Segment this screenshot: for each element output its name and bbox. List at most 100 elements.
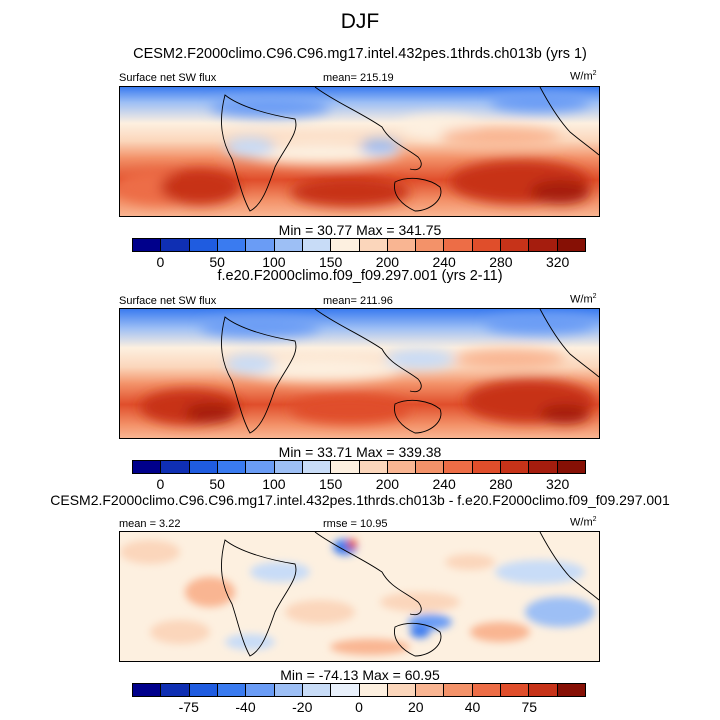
panel-3-colorbar: [132, 683, 586, 697]
colorbar-swatch: [359, 461, 388, 473]
colorbar-swatch: [133, 684, 162, 696]
colorbar-swatch: [472, 461, 502, 473]
colorbar-swatch: [274, 461, 303, 473]
colorbar-swatch: [416, 239, 445, 251]
panel-1-title: CESM2.F2000climo.C96.C96.mg17.intel.432p…: [133, 46, 587, 62]
colorbar-tick-label: 200: [375, 254, 400, 270]
colorbar-tick-label: 0: [355, 699, 363, 715]
colorbar-tick-label: 320: [545, 476, 570, 492]
colorbar-swatch: [501, 684, 530, 696]
panel-1-units-label: W/m2: [570, 70, 597, 83]
panel-2-mean-label: mean= 211.96: [323, 295, 393, 307]
colorbar-tick-label: 200: [375, 476, 400, 492]
colorbar-swatch: [189, 684, 218, 696]
colorbar-tick-label: 240: [432, 254, 456, 270]
colorbar-tick-label: 280: [489, 476, 513, 492]
colorbar-tick-label: 50: [209, 476, 225, 492]
panel-3-mean-label: mean = 3.22: [119, 518, 181, 530]
panel-1-map-field: [120, 87, 599, 216]
colorbar-tick-label: 40: [464, 699, 481, 715]
colorbar-swatch: [529, 684, 558, 696]
panel-2-variable-label: Surface net SW flux: [119, 295, 217, 307]
panel-1-coastline-africa: [221, 94, 297, 212]
colorbar-swatch: [529, 239, 558, 251]
panel-3-map: [119, 531, 600, 662]
panel-3-units-label: W/m2: [570, 516, 597, 529]
colorbar-swatch: [387, 239, 417, 251]
colorbar-swatch: [217, 239, 247, 251]
panel-3-colorbar-ticks: -75 -40 -20 0 20 40 75: [132, 699, 586, 717]
panel-3-rmse-label: rmse = 10.95: [323, 518, 388, 530]
colorbar-tick-label: 0: [156, 254, 165, 270]
colorbar-swatch: [387, 461, 417, 473]
panel-1-variable-label: Surface net SW flux: [119, 72, 217, 84]
colorbar-swatch: [189, 461, 218, 473]
colorbar-swatch: [302, 461, 332, 473]
panel-3-coastline-australia: [394, 622, 442, 657]
panel-2-coastline-australia: [394, 399, 442, 434]
colorbar-tick-label: 150: [318, 476, 343, 492]
colorbar-tick-label: 240: [432, 476, 456, 492]
panel-3-title: CESM2.F2000climo.C96.C96.mg17.intel.432p…: [50, 492, 670, 508]
colorbar-swatch: [161, 239, 190, 251]
panel-2-map: [119, 308, 600, 439]
colorbar-tick-label: 100: [262, 254, 286, 270]
panel-3-coastline-asia: [314, 532, 422, 616]
panel-2-colorbar-ticks: 0 50 100 150 200 240 280 320: [132, 476, 586, 494]
colorbar-swatch: [472, 239, 502, 251]
colorbar-swatch: [529, 461, 558, 473]
colorbar-tick-label: -75: [178, 699, 199, 715]
colorbar-tick-label: 280: [489, 254, 513, 270]
colorbar-tick-label: -40: [235, 699, 256, 715]
panel-3-map-field: [120, 532, 599, 661]
colorbar-swatch: [302, 684, 332, 696]
panel-1-min-max: Min = 30.77 Max = 341.75: [278, 222, 442, 238]
colorbar-swatch: [557, 684, 585, 696]
colorbar-tick-label: 20: [407, 699, 424, 715]
colorbar-swatch: [501, 239, 530, 251]
colorbar-swatch: [444, 461, 473, 473]
panel-2-map-field: [120, 309, 599, 438]
colorbar-swatch: [416, 461, 445, 473]
figure-title: DJF: [340, 10, 380, 33]
colorbar-tick-label: 320: [545, 254, 570, 270]
colorbar-swatch: [189, 239, 218, 251]
colorbar-swatch: [472, 684, 502, 696]
colorbar-tick-label: 50: [209, 254, 225, 270]
panel-3-coastline-africa: [221, 539, 297, 657]
panel-1-coastline-australia: [394, 177, 442, 212]
colorbar-swatch: [331, 239, 360, 251]
colorbar-tick-label: -20: [292, 699, 313, 715]
panel-1-coastline-asia: [314, 87, 422, 171]
colorbar-swatch: [359, 239, 388, 251]
colorbar-swatch: [161, 684, 190, 696]
colorbar-swatch: [161, 461, 190, 473]
colorbar-swatch: [557, 461, 585, 473]
panel-2-coastline-africa: [221, 316, 297, 434]
colorbar-swatch: [331, 684, 360, 696]
panel-1-colorbar: [132, 238, 586, 252]
colorbar-swatch: [331, 461, 360, 473]
colorbar-swatch: [246, 461, 275, 473]
panel-2-colorbar: [132, 460, 586, 474]
panel-3-coastline-americas: [539, 532, 599, 601]
panel-2-coastline-asia: [314, 309, 422, 393]
colorbar-swatch: [302, 239, 332, 251]
colorbar-swatch: [274, 239, 303, 251]
panel-1-colorbar-ticks: 0 50 100 150 200 240 280 320: [132, 254, 586, 272]
colorbar-swatch: [444, 684, 473, 696]
panel-2-title: f.e20.F2000climo.f09_f09.297.001 (yrs 2-…: [217, 268, 503, 284]
colorbar-tick-label: 0: [156, 476, 165, 492]
colorbar-swatch: [359, 684, 388, 696]
panel-2-coastline-americas: [539, 309, 599, 378]
colorbar-swatch: [501, 461, 530, 473]
colorbar-swatch: [274, 684, 303, 696]
colorbar-swatch: [444, 239, 473, 251]
panel-2-units-label: W/m2: [570, 293, 597, 306]
panel-1-coastline-americas: [539, 87, 599, 156]
panel-2-min-max: Min = 33.71 Max = 339.38: [278, 444, 442, 460]
colorbar-swatch: [246, 239, 275, 251]
colorbar-swatch: [416, 684, 445, 696]
panel-1-map: [119, 86, 600, 217]
panel-3-min-max: Min = -74.13 Max = 60.95: [280, 667, 440, 683]
